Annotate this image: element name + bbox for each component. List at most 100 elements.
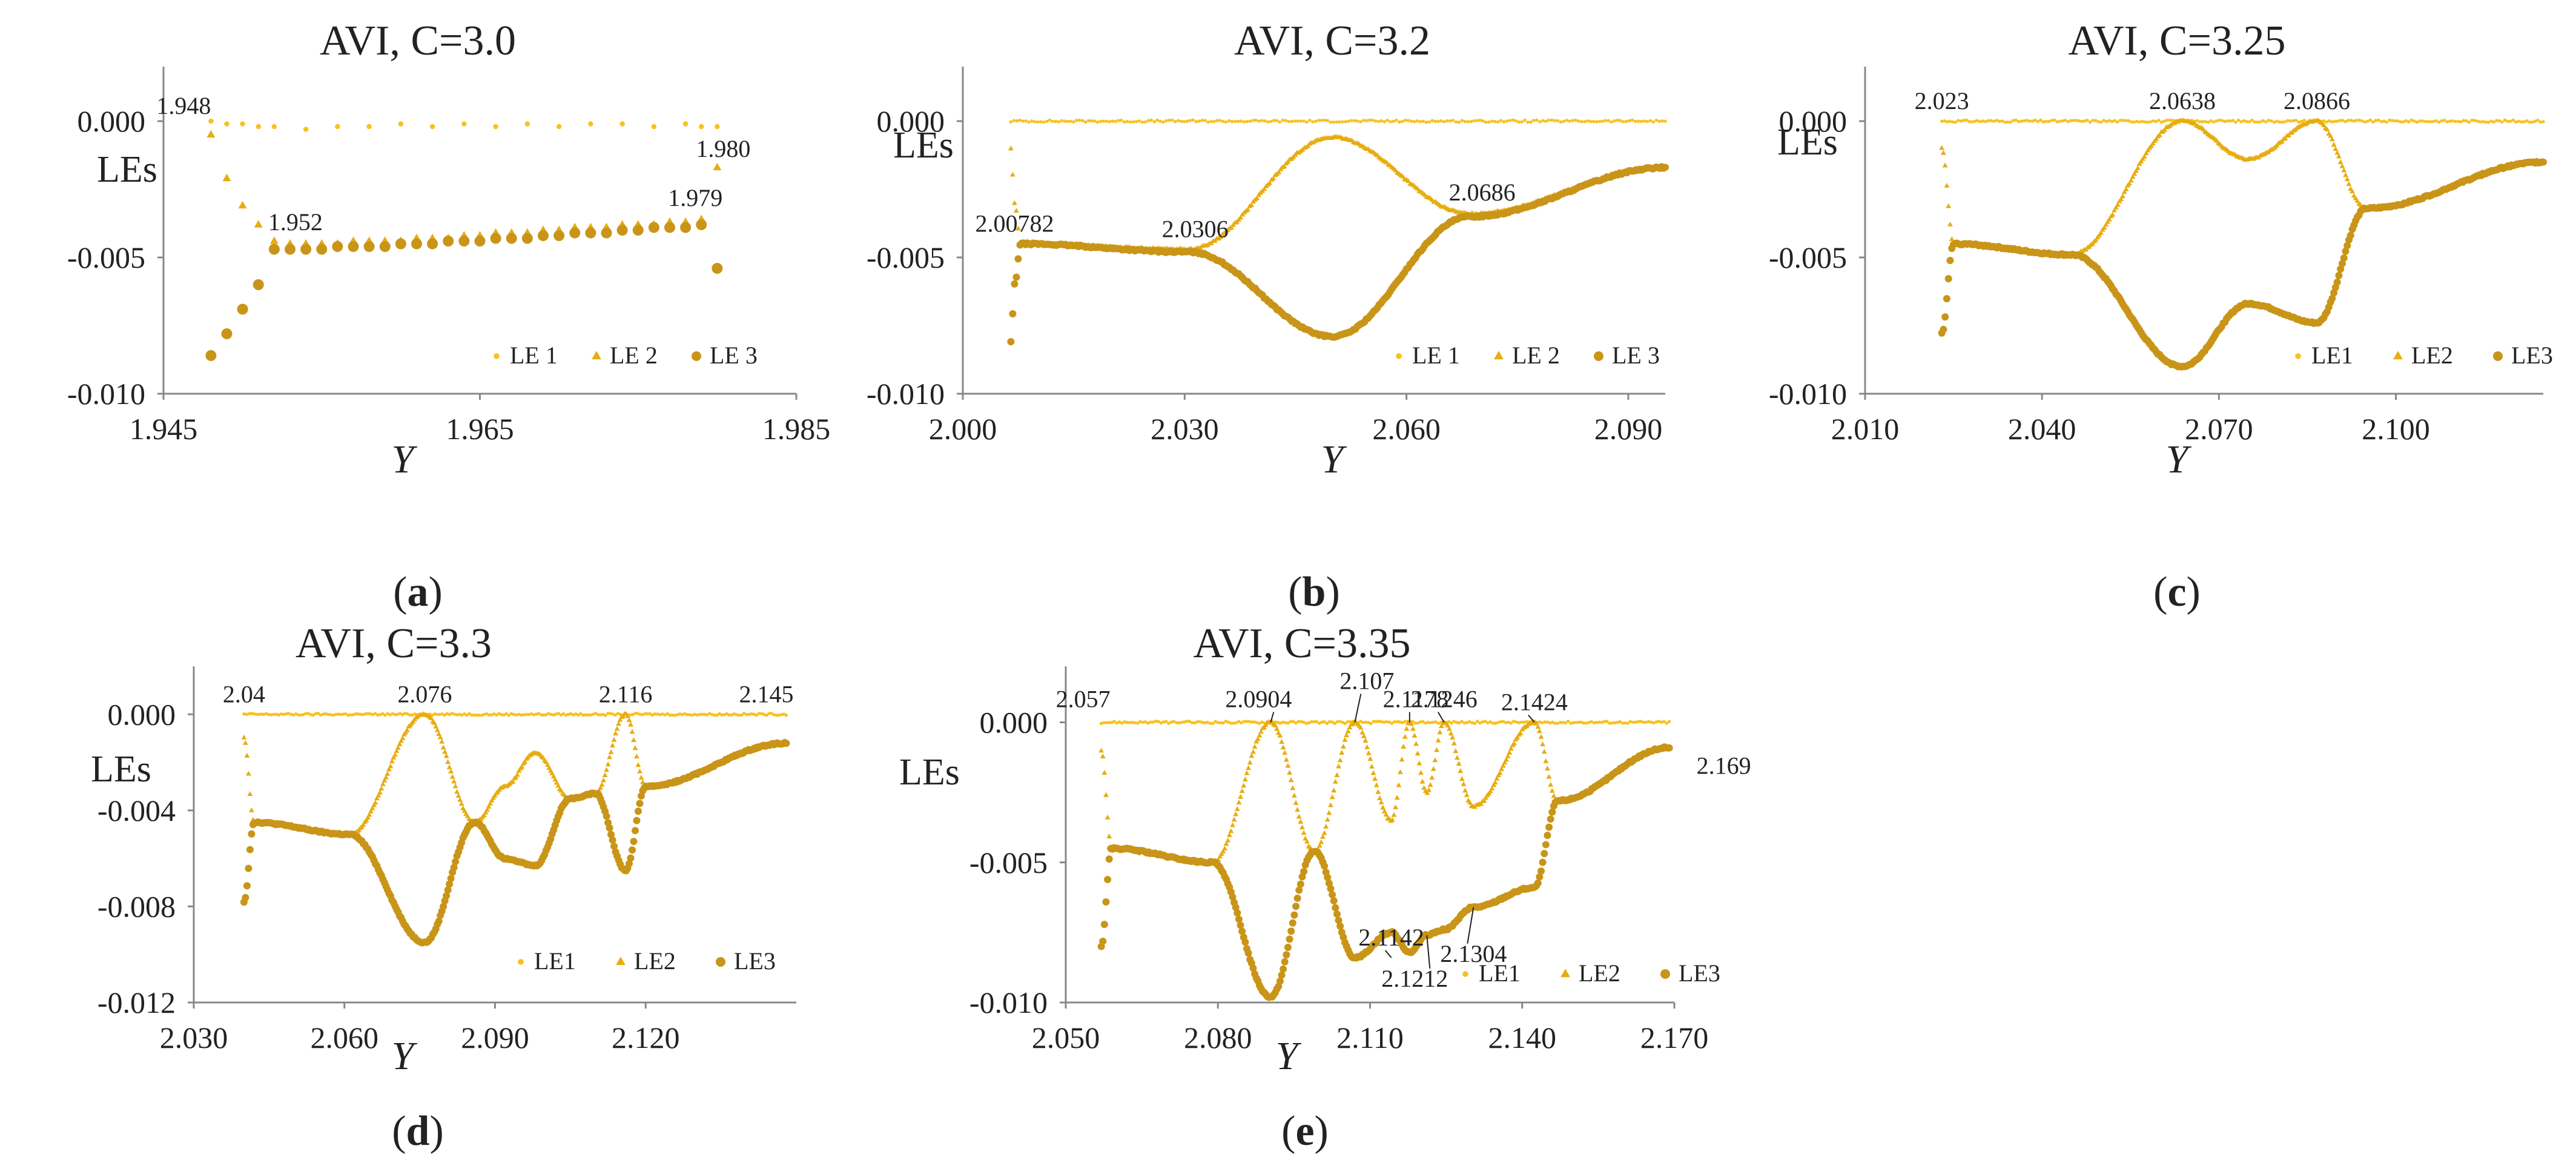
data-point [282, 712, 286, 717]
data-point [245, 770, 251, 776]
annotation-label: 2.116 [599, 680, 653, 707]
data-point [1233, 811, 1239, 817]
data-point [1667, 720, 1671, 724]
data-point [1149, 118, 1153, 122]
data-point [406, 712, 409, 716]
data-point [1250, 749, 1256, 754]
data-point [504, 712, 509, 715]
data-point [2302, 118, 2307, 122]
data-point [1361, 119, 1366, 122]
data-point [614, 726, 620, 731]
data-point [522, 713, 526, 717]
data-point [1287, 769, 1293, 775]
data-point [443, 892, 451, 900]
data-point [1250, 720, 1253, 724]
data-point [289, 712, 293, 716]
data-point [2159, 120, 2164, 124]
data-point [1254, 118, 1258, 122]
x-tick-label: 2.090 [1594, 412, 1663, 446]
data-point [450, 864, 458, 872]
data-point [1255, 721, 1259, 724]
data-point [1326, 119, 1330, 122]
data-point [440, 903, 447, 910]
data-point [2270, 119, 2273, 123]
data-point [398, 712, 402, 715]
data-point [2072, 119, 2076, 122]
data-point [1580, 120, 1584, 124]
data-point [1191, 118, 1195, 122]
data-point [1039, 120, 1043, 124]
data-point [1036, 120, 1040, 124]
data-point [1230, 120, 1234, 124]
data-point [1239, 119, 1243, 123]
data-point [1583, 120, 1587, 124]
data-point [1247, 760, 1253, 765]
legend-entry: LE 1 [510, 342, 558, 369]
data-point [1376, 119, 1380, 124]
data-point [2337, 159, 2343, 164]
annotation-label: 1.948 [156, 92, 211, 119]
data-point [2385, 120, 2389, 124]
data-point [1300, 867, 1308, 875]
data-point [1645, 119, 1650, 124]
data-point [2093, 237, 2099, 242]
data-point [267, 712, 271, 717]
x-tick-label: 2.170 [1640, 1021, 1709, 1055]
data-point [314, 712, 318, 715]
data-point [715, 124, 720, 130]
data-point [1544, 766, 1550, 770]
data-point [2275, 119, 2279, 124]
data-point [1496, 120, 1500, 124]
data-point [437, 734, 443, 740]
data-point [1562, 119, 1565, 124]
data-point [334, 712, 337, 717]
data-point [2129, 120, 2133, 124]
legend-marker [2295, 353, 2301, 359]
data-point [2333, 119, 2336, 124]
data-point [509, 712, 514, 715]
data-point [2514, 120, 2518, 124]
data-point [1973, 119, 1977, 123]
data-point [1453, 748, 1459, 754]
data-point [262, 712, 266, 717]
legend: LE1 LE2 LE3 [2295, 342, 2553, 369]
data-point [1370, 770, 1376, 775]
data-point [1209, 119, 1213, 124]
data-point [634, 754, 639, 759]
data-point [366, 124, 372, 130]
data-point [576, 713, 580, 717]
annotation-leader [1384, 950, 1392, 958]
data-point [1302, 119, 1306, 123]
data-point [1951, 120, 1955, 124]
data-point [1048, 118, 1052, 122]
data-point [332, 241, 343, 252]
data-point [319, 713, 323, 717]
data-point [1367, 118, 1372, 122]
data-point [1298, 819, 1304, 824]
data-point [1448, 119, 1452, 123]
panel-paren: ) [1326, 569, 1339, 615]
data-point [1232, 721, 1235, 725]
data-point [1254, 195, 1260, 200]
data-point [378, 786, 385, 791]
data-point [1190, 721, 1194, 724]
data-point [2335, 271, 2343, 279]
data-point [599, 713, 603, 717]
data-point [1138, 720, 1142, 724]
data-point [616, 712, 620, 715]
data-point [1316, 119, 1321, 122]
data-point [2401, 120, 2405, 124]
annotation-label: 2.0306 [1162, 216, 1229, 243]
data-point [1461, 781, 1467, 786]
data-point [1060, 119, 1063, 122]
data-point [1547, 118, 1551, 122]
data-point [616, 225, 628, 236]
data-point [630, 838, 638, 846]
data-point [1230, 822, 1235, 827]
data-point [1463, 119, 1467, 124]
panel-paren: ( [1281, 1108, 1295, 1155]
data-point [455, 793, 461, 798]
y-tick-label: 0.000 [78, 104, 146, 138]
data-point [673, 714, 677, 717]
data-point [2454, 119, 2457, 124]
